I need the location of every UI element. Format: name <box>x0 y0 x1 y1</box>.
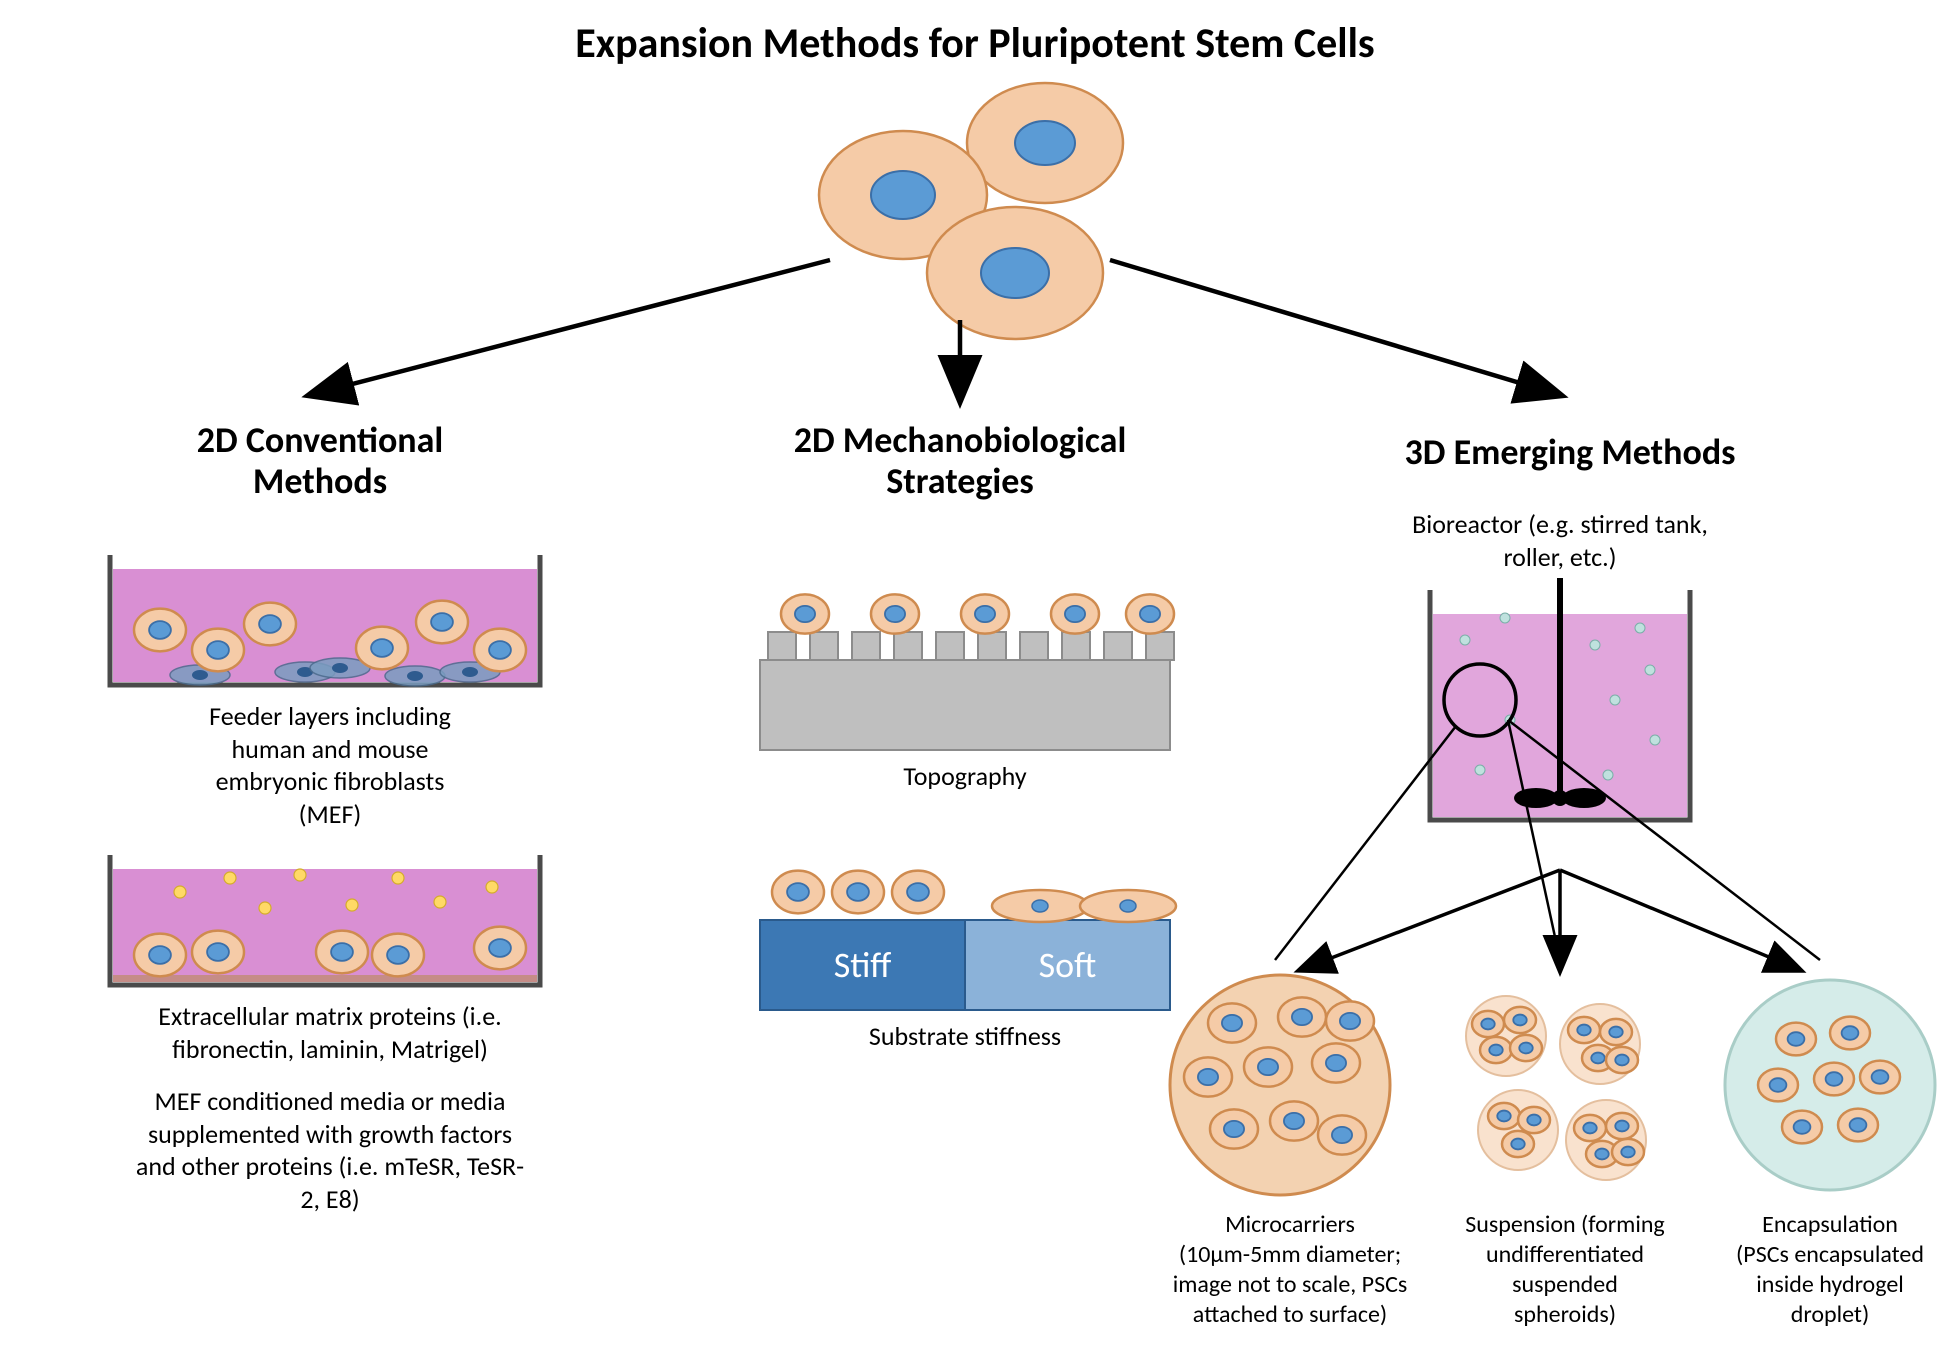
dish1-caption: Feeder layers includinghuman and mouseem… <box>130 700 530 830</box>
microcarrier-caption: Microcarriers(10μm-5mm diameter;image no… <box>1140 1210 1440 1330</box>
topography-caption: Topography <box>760 760 1170 793</box>
svg-text:Stiff: Stiff <box>834 943 892 987</box>
page-title: Expansion Methods for Pluripotent Stem C… <box>0 18 1950 69</box>
left-subtitle: 2D ConventionalMethods <box>110 420 530 503</box>
dish2-caption2: MEF conditioned media or mediasupplement… <box>90 1085 570 1215</box>
middle-subtitle: 2D MechanobiologicalStrategies <box>740 420 1180 503</box>
suspension-caption: Suspension (formingundifferentiatedsuspe… <box>1440 1210 1690 1330</box>
encapsulation-caption: Encapsulation(PSCs encapsulatedinside hy… <box>1710 1210 1950 1330</box>
stiffness-caption: Substrate stiffness <box>760 1020 1170 1053</box>
bioreactor-caption: Bioreactor (e.g. stirred tank,roller, et… <box>1330 508 1790 573</box>
svg-text:Soft: Soft <box>1039 943 1097 987</box>
right-subtitle: 3D Emerging Methods <box>1330 430 1810 474</box>
dish2-caption1: Extracellular matrix proteins (i.e.fibro… <box>100 1000 560 1065</box>
